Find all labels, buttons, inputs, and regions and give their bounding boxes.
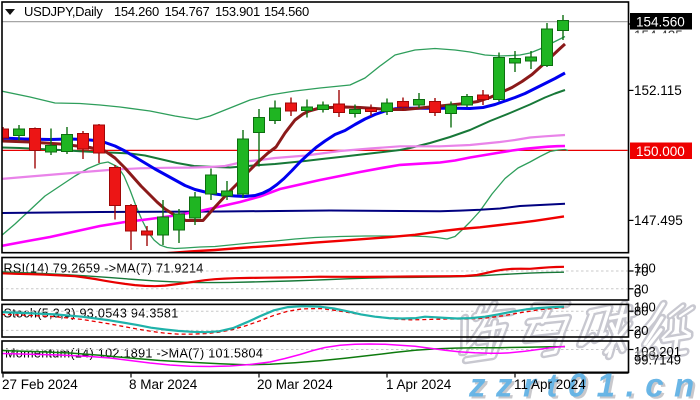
svg-text:154.767: 154.767 [165, 4, 210, 19]
svg-text:80: 80 [634, 304, 648, 319]
svg-text:154.560: 154.560 [636, 15, 685, 30]
svg-text:103.201: 103.201 [634, 344, 681, 359]
svg-text:RSI(14) 79.2659 ->MA(7) 71.92: RSI(14) 79.2659 ->MA(7) 71.9214 [4, 262, 204, 276]
svg-text:8 Mar 2024: 8 Mar 2024 [129, 377, 198, 392]
svg-text:100: 100 [634, 348, 656, 363]
svg-text:1 Apr 2024: 1 Apr 2024 [386, 377, 452, 392]
svg-text:20 Mar 2024: 20 Mar 2024 [257, 377, 333, 392]
svg-text:0: 0 [634, 285, 641, 300]
svg-text:153.901: 153.901 [215, 4, 260, 19]
svg-text:Stoch(5,3,3) 93.0543 94.3581: Stoch(5,3,3) 93.0543 94.3581 [4, 307, 179, 321]
svg-text:zzrt01.cn: zzrt01.cn [468, 367, 700, 400]
svg-text:70: 70 [634, 264, 648, 279]
svg-text:11 Apr 2024: 11 Apr 2024 [514, 377, 586, 392]
svg-text:30: 30 [634, 281, 648, 296]
svg-text:100: 100 [634, 300, 656, 315]
svg-text:20: 20 [634, 323, 648, 338]
svg-text:USDJPY,Daily: USDJPY,Daily [24, 4, 103, 19]
svg-text:154.560: 154.560 [264, 4, 309, 19]
svg-text:154.260: 154.260 [114, 4, 159, 19]
svg-text:100: 100 [634, 260, 656, 275]
svg-text:147.495: 147.495 [634, 213, 683, 228]
svg-text:0: 0 [634, 327, 641, 342]
svg-text:150.000: 150.000 [636, 144, 685, 159]
svg-text:99.7149: 99.7149 [634, 353, 681, 368]
svg-text:27 Feb 2024: 27 Feb 2024 [2, 377, 78, 392]
svg-text:152.115: 152.115 [634, 83, 682, 98]
svg-text:zzrt01.cn: zzrt01.cn [471, 369, 700, 400]
